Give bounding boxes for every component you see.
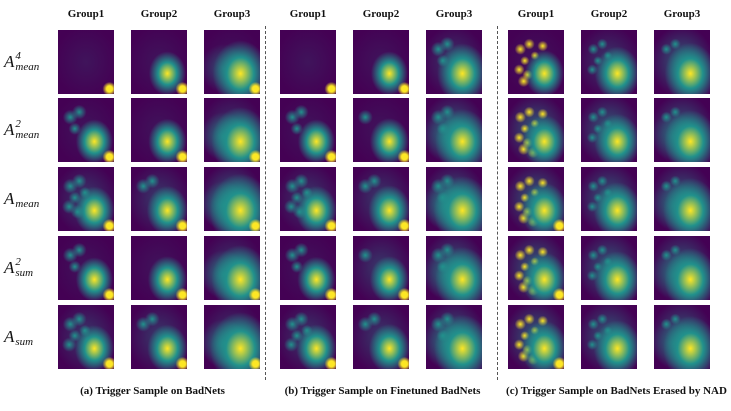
- attention-heatmap: [508, 305, 564, 369]
- group-header: Group3: [435, 8, 473, 20]
- row-label-base: A: [4, 52, 15, 71]
- attention-heatmap: [353, 236, 409, 300]
- row-label-base: A: [4, 120, 15, 139]
- row-label-base: A: [4, 327, 15, 346]
- attention-heatmap: [426, 167, 482, 231]
- attention-heatmap: [426, 30, 482, 94]
- attention-heatmap: [581, 98, 637, 162]
- panel-divider: [497, 26, 498, 380]
- panel-caption: (c) Trigger Sample on BadNets Erased by …: [506, 385, 727, 397]
- attention-heatmap: [581, 305, 637, 369]
- attention-heatmap: [654, 98, 710, 162]
- panel-divider: [265, 26, 266, 380]
- group-header: Group3: [213, 8, 251, 20]
- group-header: Group2: [362, 8, 400, 20]
- attention-heatmap: [280, 236, 336, 300]
- attention-heatmap: [426, 236, 482, 300]
- group-header: Group1: [517, 8, 555, 20]
- attention-heatmap: [131, 98, 187, 162]
- attention-heatmap: [280, 305, 336, 369]
- row-label-subscript: mean: [15, 198, 40, 210]
- attention-heatmap: [131, 167, 187, 231]
- attention-heatmap: [58, 305, 114, 369]
- attention-heatmap: [131, 305, 187, 369]
- attention-heatmap: [353, 167, 409, 231]
- attention-heatmap: [581, 167, 637, 231]
- attention-heatmap: [654, 236, 710, 300]
- attention-heatmap: [58, 236, 114, 300]
- row-label-superscript: 2: [15, 118, 21, 130]
- attention-heatmap: [654, 30, 710, 94]
- group-header: Group1: [289, 8, 327, 20]
- group-header: Group3: [663, 8, 701, 20]
- attention-heatmap: [280, 30, 336, 94]
- row-label-superscript: 4: [15, 50, 21, 62]
- attention-heatmap: [508, 30, 564, 94]
- attention-heatmap: [204, 167, 260, 231]
- attention-heatmap: [58, 30, 114, 94]
- row-label: A​sum: [4, 309, 56, 365]
- attention-heatmap: [280, 98, 336, 162]
- attention-heatmap: [131, 236, 187, 300]
- panel-caption: (b) Trigger Sample on Finetuned BadNets: [284, 385, 481, 397]
- attention-heatmap: [280, 167, 336, 231]
- row-label-subscript: mean: [15, 129, 40, 141]
- attention-heatmap: [508, 236, 564, 300]
- attention-heatmap: [581, 30, 637, 94]
- row-label-subscript: mean: [15, 61, 40, 73]
- row-label-subscript: sum: [15, 336, 34, 348]
- row-label: A​mean: [4, 171, 56, 227]
- attention-heatmap: [581, 236, 637, 300]
- attention-heatmap: [58, 98, 114, 162]
- attention-heatmap: [204, 236, 260, 300]
- attention-heatmap: [58, 167, 114, 231]
- row-label: A 2 sum: [4, 240, 56, 296]
- attention-heatmap: [204, 98, 260, 162]
- attention-heatmap: [353, 305, 409, 369]
- attention-heatmap: [204, 30, 260, 94]
- attention-heatmap: [508, 167, 564, 231]
- row-label-base: A: [4, 189, 15, 208]
- row-label: A 2 mean: [4, 102, 56, 158]
- group-header: Group2: [140, 8, 178, 20]
- row-label-base: A: [4, 258, 15, 277]
- attention-heatmap: [353, 30, 409, 94]
- row-label-superscript: 2: [15, 256, 21, 268]
- group-header: Group1: [67, 8, 105, 20]
- attention-heatmap: [426, 98, 482, 162]
- attention-heatmap: [508, 98, 564, 162]
- row-label-subscript: sum: [15, 267, 34, 279]
- attention-heatmap: [131, 30, 187, 94]
- attention-heatmap: [654, 167, 710, 231]
- panel-caption: (a) Trigger Sample on BadNets: [80, 385, 225, 397]
- attention-heatmap: [353, 98, 409, 162]
- attention-heatmap: [204, 305, 260, 369]
- attention-heatmap: [654, 305, 710, 369]
- attention-heatmap: [426, 305, 482, 369]
- row-label: A 4 mean: [4, 34, 56, 90]
- group-header: Group2: [590, 8, 628, 20]
